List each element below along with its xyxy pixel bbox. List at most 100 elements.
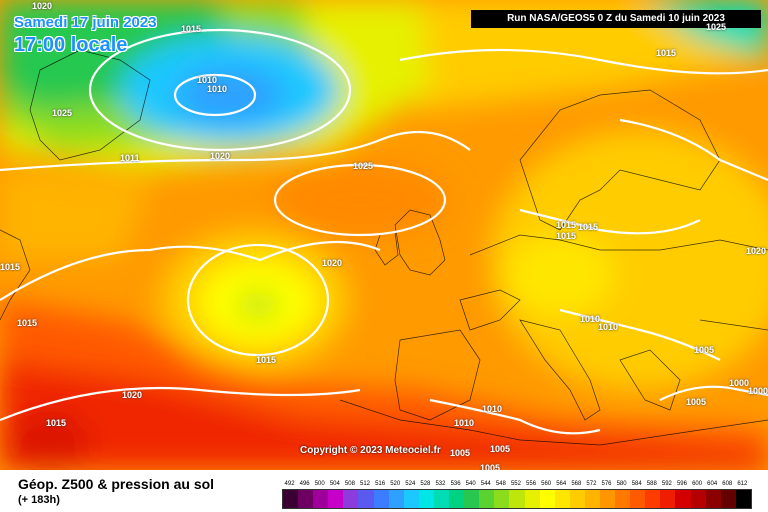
scale-swatch	[554, 490, 570, 508]
scale-tick-label: 580	[616, 481, 627, 487]
scale-tick-label: 524	[405, 481, 416, 487]
scale-tick-label: 564	[556, 481, 567, 487]
scale-tick-label: 512	[360, 481, 371, 487]
scale-tick-label: 544	[480, 481, 491, 487]
scale-swatch	[735, 490, 751, 508]
isobar-label: 1010	[197, 75, 218, 85]
scale-tick-label: 492	[284, 481, 295, 487]
scale-swatch	[524, 490, 540, 508]
scale-swatch	[645, 490, 661, 508]
run-info-banner: Run NASA/GEOS5 0 Z du Samedi 10 juin 202…	[471, 10, 761, 28]
scale-tick-label: 500	[314, 481, 325, 487]
scale-tick-label: 600	[692, 481, 703, 487]
isobar-label: 1020	[122, 390, 143, 400]
isobar-label: 1000	[729, 378, 750, 388]
forecast-date: Samedi 17 juin 2023	[14, 14, 157, 31]
scale-swatch	[479, 490, 495, 508]
isobar-label: 1025	[353, 161, 374, 171]
scale-swatch	[720, 490, 736, 508]
isobar-label: 1015	[578, 222, 599, 232]
scale-swatch	[494, 490, 510, 508]
isobar-label: 1020	[322, 258, 343, 268]
scale-swatch	[675, 490, 691, 508]
scale-tick-label: 496	[299, 481, 310, 487]
scale-swatch	[298, 490, 314, 508]
scale-swatch	[418, 490, 434, 508]
scale-swatch	[283, 490, 299, 508]
forecast-hour: (+ 183h)	[18, 494, 60, 506]
scale-tick-label: 604	[707, 481, 718, 487]
isobar-label: 1010	[598, 322, 619, 332]
scale-swatch	[313, 490, 329, 508]
isobar-label: 1010	[482, 404, 503, 414]
scale-swatch	[509, 490, 525, 508]
forecast-time: 17:00 locale	[14, 34, 128, 56]
scale-swatch	[599, 490, 616, 508]
scale-swatch	[615, 490, 631, 508]
scale-tick-label: 596	[676, 481, 687, 487]
scale-tick-label: 576	[601, 481, 612, 487]
scale-swatch	[373, 490, 389, 508]
isobar-label: 1005	[490, 444, 511, 454]
scale-tick-label: 504	[329, 481, 340, 487]
scale-tick-label: 520	[390, 481, 401, 487]
scale-swatch	[660, 490, 676, 508]
scale-tick-label: 568	[571, 481, 582, 487]
isobar-label: 1020	[746, 246, 767, 256]
scale-swatch	[403, 490, 419, 508]
scale-tick-label: 552	[510, 481, 521, 487]
isobar-label: 1005	[450, 448, 471, 458]
isobar-label: 1025	[706, 22, 727, 32]
isobar-label: 1020	[210, 151, 231, 161]
isobar-label: 1015	[46, 418, 67, 428]
scale-tick-label: 612	[737, 481, 748, 487]
scale-tick-label: 536	[450, 481, 461, 487]
isobar-label: 1010	[454, 418, 475, 428]
isobar-label: 1015	[556, 231, 577, 241]
isobar-label: 1015	[0, 262, 21, 272]
forecast-map	[0, 0, 768, 470]
scale-swatch	[464, 490, 480, 508]
color-scale-bar	[282, 489, 752, 509]
scale-tick-label: 532	[435, 481, 446, 487]
isobar-label: 1005	[480, 463, 501, 473]
scale-swatch	[584, 490, 600, 508]
parameter-title: Géop. Z500 & pression au sol	[18, 476, 215, 492]
scale-swatch	[358, 490, 374, 508]
isobar-label: 1015	[556, 220, 577, 230]
isobar-label: 1010	[580, 314, 601, 324]
isobar-label: 1025	[52, 108, 73, 118]
color-scale-labels: 492 496 500 504 508 512 516 520 524 528 532 536 540 5…	[282, 481, 750, 487]
scale-swatch	[433, 490, 450, 508]
scale-tick-label: 556	[526, 481, 537, 487]
scale-tick-label: 560	[541, 481, 552, 487]
scale-swatch	[705, 490, 721, 508]
scale-swatch	[449, 490, 465, 508]
scale-swatch	[388, 490, 404, 508]
scale-tick-label: 584	[631, 481, 642, 487]
scale-swatch	[630, 490, 646, 508]
scale-swatch	[690, 490, 706, 508]
isobar-label: 1015	[256, 355, 277, 365]
scale-swatch	[343, 490, 359, 508]
isobar-label: 1005	[694, 345, 715, 355]
scale-tick-label: 516	[375, 481, 386, 487]
isobar-label: 1015	[181, 24, 202, 34]
scale-tick-label: 540	[465, 481, 476, 487]
isobar-label: 1015	[656, 48, 677, 58]
scale-swatch	[539, 490, 555, 508]
scale-tick-label: 608	[722, 481, 733, 487]
scale-tick-label: 572	[586, 481, 597, 487]
scale-swatch	[328, 490, 344, 508]
scale-tick-label: 508	[344, 481, 355, 487]
scale-tick-label: 588	[646, 481, 657, 487]
isobar-label: 1015	[17, 318, 38, 328]
isobar-label: 1010	[207, 84, 228, 94]
copyright-text: Copyright © 2023 Meteociel.fr	[300, 445, 441, 456]
scale-swatch	[569, 490, 585, 508]
isobar-label: 1000	[748, 386, 768, 396]
isobar-label: 1020	[32, 1, 53, 11]
scale-tick-label: 548	[495, 481, 506, 487]
scale-tick-label: 592	[661, 481, 672, 487]
